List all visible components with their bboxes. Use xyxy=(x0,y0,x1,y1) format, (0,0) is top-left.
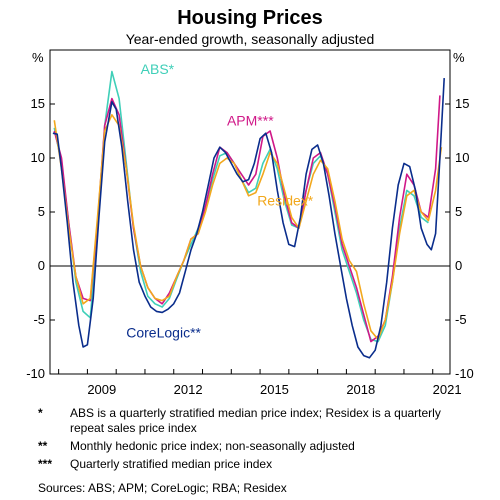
chart-title: Housing Prices xyxy=(177,7,323,29)
y-tick-label-right: -10 xyxy=(455,366,474,381)
footnote: ** Monthly hedonic price index; non-seas… xyxy=(38,439,478,454)
y-tick-label-left: -5 xyxy=(33,312,45,327)
y-tick-label-left: 5 xyxy=(38,204,45,219)
axis-ticks: -10 -10 -5 -5 0 0 5 5 10 10 15 15 2009 2012 2015 2018 20… xyxy=(26,96,474,397)
y-tick-label-left: 15 xyxy=(31,96,45,111)
series-lines xyxy=(52,70,445,359)
footnotes: * ABS is a quarterly stratified median p… xyxy=(38,406,478,475)
plot-frame xyxy=(49,49,451,375)
footnote-mark: ** xyxy=(38,439,48,453)
x-tick-label: 2015 xyxy=(260,382,289,397)
footnote-mark: * xyxy=(38,406,43,420)
footnote-text: ABS is a quarterly stratified median pri… xyxy=(70,406,441,435)
y-tick-label-right: 15 xyxy=(455,96,469,111)
x-tick-label: 2021 xyxy=(433,382,462,397)
footnote-mark: *** xyxy=(38,457,53,471)
series-labels: ABS* APM*** Residex* CoreLogic** xyxy=(126,61,314,341)
y-tick-label-left: 0 xyxy=(38,258,45,273)
footnote-text: Monthly hedonic price index; non-seasona… xyxy=(70,439,355,453)
y-tick-label-right: -5 xyxy=(455,312,467,327)
series-line xyxy=(53,95,441,343)
sources-note: Sources: ABS; APM; CoreLogic; RBA; Resid… xyxy=(38,481,287,495)
y-tick-label-right: 0 xyxy=(455,258,462,273)
series-label: ABS* xyxy=(141,61,175,77)
housing-prices-chart: Housing Prices Year-ended growth, season… xyxy=(26,7,474,397)
footnote: * ABS is a quarterly stratified median p… xyxy=(38,406,478,436)
series-label: CoreLogic** xyxy=(126,324,201,340)
y-tick-label-right: 5 xyxy=(455,204,462,219)
x-tick-label: 2018 xyxy=(346,382,375,397)
x-tick-label: 2009 xyxy=(87,382,116,397)
x-tick-label: 2012 xyxy=(174,382,203,397)
series-line xyxy=(52,78,445,359)
y-tick-label-right: 10 xyxy=(455,150,469,165)
y-tick-label-left: 10 xyxy=(31,150,45,165)
chart-subtitle: Year-ended growth, seasonally adjusted xyxy=(126,31,375,47)
y-tick-label-left: -10 xyxy=(26,366,45,381)
footnote: *** Quarterly stratified median price in… xyxy=(38,457,478,472)
series-label: Residex* xyxy=(257,193,314,209)
series-label: APM*** xyxy=(227,113,274,129)
y-axis-label-left: % xyxy=(32,50,44,65)
y-axis-label-right: % xyxy=(453,50,465,65)
footnote-text: Quarterly stratified median price index xyxy=(70,457,273,471)
